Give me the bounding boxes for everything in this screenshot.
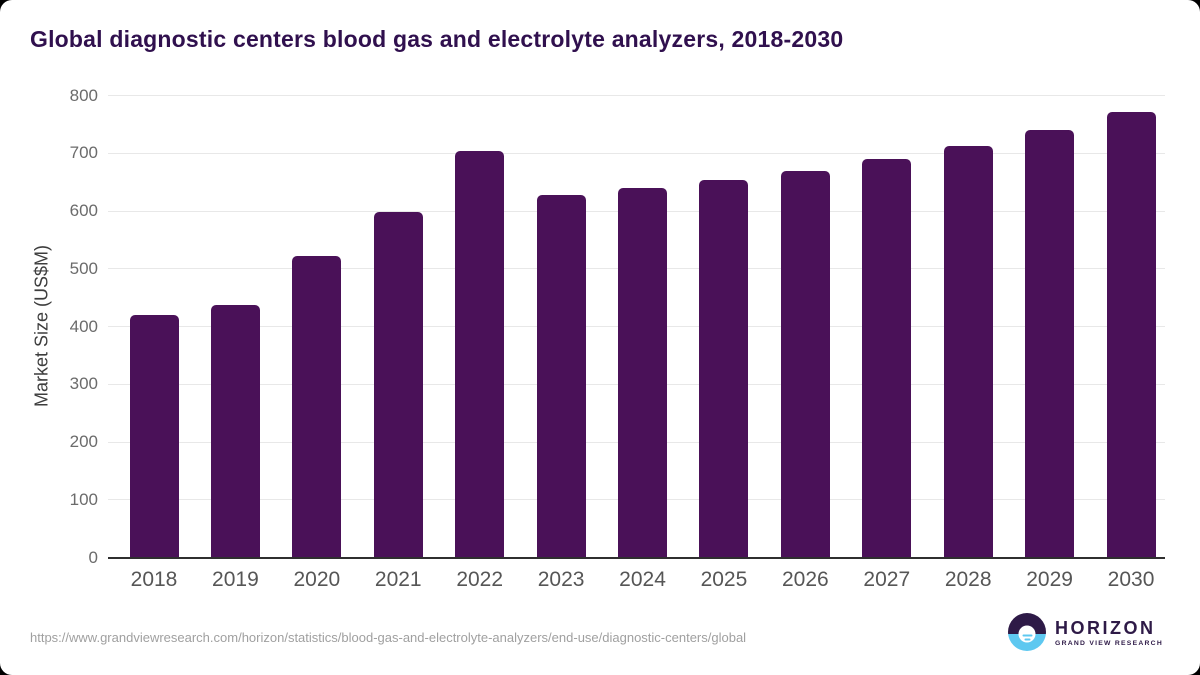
bar-2020 xyxy=(292,256,342,558)
horizon-logo-icon xyxy=(1008,613,1047,651)
logo-text: HORIZON GRAND VIEW RESEARCH xyxy=(1055,618,1163,647)
x-tick-label: 2028 xyxy=(944,568,992,591)
sun-reflection-dash xyxy=(1022,634,1033,637)
bar-2026 xyxy=(780,170,830,558)
source-url: https://www.grandviewresearch.com/horizo… xyxy=(30,630,747,645)
x-tick-label: 2027 xyxy=(863,568,911,591)
logo-title: HORIZON xyxy=(1055,617,1156,638)
y-tick-label: 200 xyxy=(69,432,98,451)
bar-2018 xyxy=(129,314,179,558)
x-tick-label: 2025 xyxy=(700,568,748,591)
x-tick-label: 2018 xyxy=(130,568,178,591)
y-tick-label: 300 xyxy=(69,374,98,394)
x-tick-label: 2020 xyxy=(293,568,341,591)
x-axis-line xyxy=(108,556,1165,559)
bar-2030 xyxy=(1106,111,1156,558)
x-tick-label: 2024 xyxy=(619,568,666,591)
bar-2022 xyxy=(455,150,505,558)
x-tick-label: 2021 xyxy=(374,568,422,591)
x-tick-label: 2026 xyxy=(782,568,829,591)
gridline xyxy=(108,152,1165,154)
x-tick-label: 2029 xyxy=(1026,568,1073,591)
y-tick-label: 500 xyxy=(69,258,98,278)
bar-2027 xyxy=(862,159,912,558)
x-tick-label: 2019 xyxy=(212,568,259,591)
bar-2024 xyxy=(618,187,668,558)
bar-2029 xyxy=(1025,129,1075,558)
y-tick-label: 0 xyxy=(88,547,98,567)
gridline xyxy=(108,95,1165,96)
x-tick-label: 2030 xyxy=(1107,568,1155,591)
logo-subtitle: GRAND VIEW RESEARCH xyxy=(1055,639,1163,647)
bar-2019 xyxy=(210,304,260,558)
y-tick-label: 600 xyxy=(69,201,98,220)
bar-2025 xyxy=(699,180,749,558)
y-tick-label: 800 xyxy=(69,85,98,105)
y-tick-label: 400 xyxy=(69,316,98,336)
chart-title: Global diagnostic centers blood gas and … xyxy=(30,26,844,52)
x-tick-label: 2022 xyxy=(456,568,504,591)
sun-horizon-icon xyxy=(1018,625,1036,643)
horizon-logo: HORIZON GRAND VIEW RESEARCH xyxy=(1008,613,1163,651)
y-tick-label: 700 xyxy=(69,143,98,163)
bar-2021 xyxy=(373,212,423,558)
bar-2023 xyxy=(536,195,586,558)
y-tick-label: 100 xyxy=(69,489,98,509)
bar-2028 xyxy=(943,145,993,558)
sun-reflection-dash xyxy=(1024,638,1031,641)
x-tick-label: 2023 xyxy=(537,568,585,591)
